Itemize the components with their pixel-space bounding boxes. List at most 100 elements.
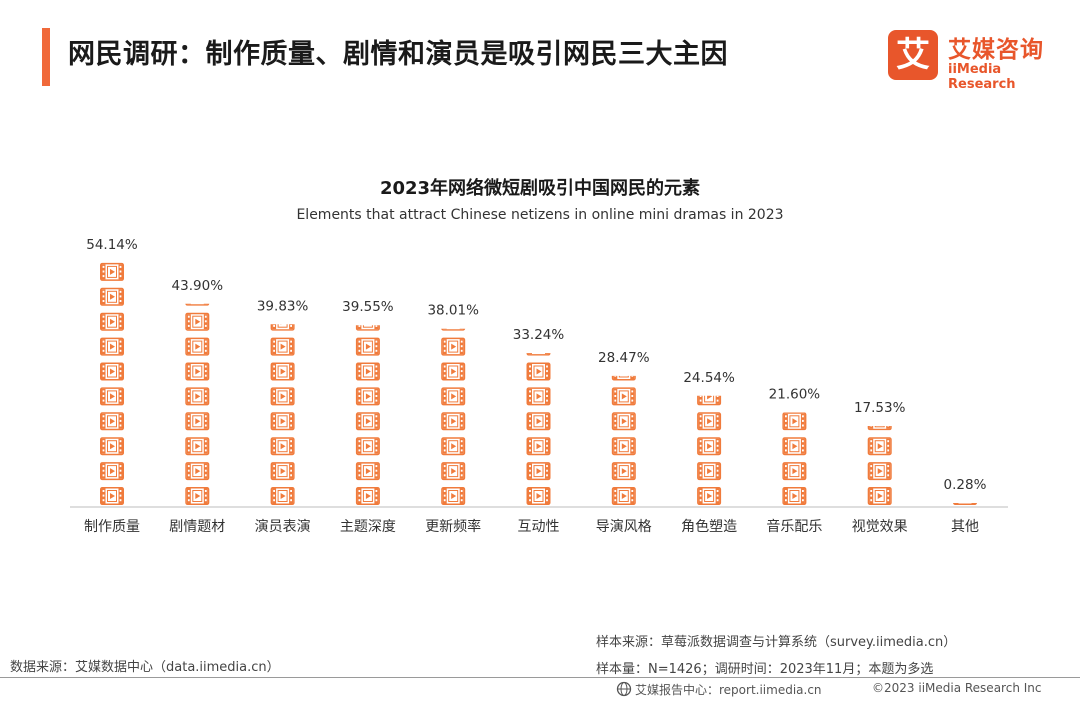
data-label: 54.14% bbox=[86, 237, 138, 253]
bar-10: 17.53% 视觉效果 bbox=[852, 400, 908, 535]
film-play-icon bbox=[100, 437, 124, 456]
chart-subtitle: Elements that attract Chinese netizens i… bbox=[296, 207, 784, 223]
sample-source: 样本来源：草莓派数据调查与计算系统（survey.iimedia.cn） bbox=[596, 635, 957, 650]
film-play-icon bbox=[867, 487, 892, 505]
film-play-icon bbox=[697, 487, 722, 505]
data-label: 21.60% bbox=[769, 386, 821, 402]
film-play-icon bbox=[611, 387, 636, 406]
film-play-icon bbox=[441, 387, 466, 406]
bar-8: 24.54% 角色塑造 bbox=[681, 370, 737, 535]
category-label: 角色塑造 bbox=[681, 518, 737, 535]
film-play-icon bbox=[526, 362, 551, 381]
film-play-icon-partial bbox=[441, 328, 466, 331]
film-play-icon bbox=[270, 362, 295, 381]
chart-title: 2023年网络微短剧吸引中国网民的元素 bbox=[379, 178, 701, 199]
globe-icon bbox=[616, 681, 632, 697]
bar-7: 28.47% 导演风格 bbox=[596, 350, 652, 535]
film-play-icon-partial bbox=[782, 412, 807, 431]
film-play-icon-partial bbox=[697, 395, 722, 406]
category-label: 导演风格 bbox=[596, 519, 652, 535]
film-play-icon bbox=[611, 437, 636, 456]
page-title: 网民调研：制作质量、剧情和演员是吸引网民三大主因 bbox=[68, 39, 728, 70]
film-play-icon bbox=[611, 487, 636, 505]
film-play-icon bbox=[441, 487, 466, 505]
film-play-icon bbox=[185, 387, 210, 406]
film-play-icon-partial bbox=[953, 503, 977, 505]
bar-2: 43.90% 剧情题材 bbox=[169, 278, 225, 535]
film-play-icon bbox=[355, 487, 380, 505]
data-label: 39.83% bbox=[257, 298, 309, 314]
film-play-icon bbox=[355, 337, 380, 356]
film-play-icon bbox=[697, 437, 722, 456]
film-play-icon bbox=[185, 437, 210, 456]
film-play-icon-partial bbox=[867, 426, 892, 431]
logo-mark: 艾 bbox=[888, 30, 938, 80]
film-play-icon bbox=[270, 462, 295, 481]
film-play-icon bbox=[185, 337, 210, 356]
title-accent-bar bbox=[42, 28, 50, 86]
film-play-icon bbox=[270, 412, 295, 431]
film-play-icon bbox=[270, 337, 295, 356]
film-play-icon bbox=[526, 387, 551, 406]
category-label: 剧情题材 bbox=[169, 519, 225, 535]
film-play-icon-partial bbox=[185, 303, 210, 306]
film-play-icon bbox=[867, 462, 892, 481]
iimedia-logo: 艾 艾媒咨询 iiMedia Research bbox=[888, 30, 1068, 92]
film-play-icon bbox=[270, 437, 295, 456]
bar-9: 21.60% 音乐配乐 bbox=[766, 386, 822, 535]
film-play-icon bbox=[100, 362, 124, 381]
film-play-icon bbox=[355, 437, 380, 456]
category-label: 音乐配乐 bbox=[766, 518, 822, 535]
category-label: 制作质量 bbox=[84, 519, 140, 535]
film-play-icon bbox=[441, 337, 466, 356]
film-play-icon bbox=[697, 462, 722, 481]
film-play-icon bbox=[782, 437, 807, 456]
data-label: 43.90% bbox=[172, 278, 224, 294]
film-play-icon bbox=[185, 312, 210, 331]
category-label: 更新频率 bbox=[425, 518, 481, 535]
film-play-icon bbox=[100, 312, 124, 331]
film-play-icon bbox=[355, 387, 380, 406]
film-play-icon bbox=[611, 462, 636, 481]
film-play-icon bbox=[100, 387, 124, 406]
logo-name-cn: 艾媒咨询 bbox=[948, 37, 1044, 63]
footer-divider bbox=[0, 677, 1080, 678]
film-play-icon bbox=[782, 487, 807, 505]
film-play-icon-partial bbox=[270, 324, 295, 331]
film-play-icon-partial bbox=[355, 325, 380, 331]
bar-4: 39.55% 主题深度 bbox=[340, 299, 396, 535]
data-label: 39.55% bbox=[342, 299, 394, 315]
film-play-icon bbox=[867, 437, 892, 456]
film-play-icon bbox=[185, 362, 210, 381]
film-play-icon bbox=[355, 412, 380, 431]
data-label: 33.24% bbox=[513, 327, 565, 343]
sample-size: 样本量：N=1426；调研时间：2023年11月；本题为多选 bbox=[596, 662, 934, 677]
film-play-icon bbox=[441, 437, 466, 456]
data-label: 28.47% bbox=[598, 350, 650, 366]
film-play-icon bbox=[697, 412, 722, 431]
logo-name-en: iiMedia Research bbox=[948, 62, 1016, 92]
bar-1: 54.14% 制作质量 bbox=[84, 237, 140, 535]
bar-6: 33.24% 互动性 bbox=[513, 327, 565, 535]
film-play-icon bbox=[100, 262, 124, 281]
film-play-icon bbox=[441, 462, 466, 481]
film-play-icon bbox=[782, 462, 807, 481]
film-play-icon bbox=[270, 487, 295, 505]
film-play-icon bbox=[526, 412, 551, 431]
film-play-icon bbox=[441, 362, 466, 381]
data-label: 24.54% bbox=[683, 370, 735, 386]
data-source: 数据来源：艾媒数据中心（data.iimedia.cn） bbox=[10, 660, 280, 675]
copyright: ©2023 iiMedia Research Inc bbox=[872, 681, 1042, 695]
film-play-icon bbox=[100, 462, 124, 481]
film-play-icon bbox=[355, 462, 380, 481]
film-play-icon bbox=[100, 287, 124, 306]
film-play-icon bbox=[611, 412, 636, 431]
bar-11: 0.28% 其他 bbox=[944, 477, 987, 535]
data-label: 0.28% bbox=[944, 477, 987, 493]
category-label: 其他 bbox=[951, 519, 979, 535]
film-play-icon bbox=[526, 437, 551, 456]
film-play-icon-partial bbox=[611, 375, 636, 381]
data-label: 17.53% bbox=[854, 400, 906, 416]
film-play-icon bbox=[185, 462, 210, 481]
